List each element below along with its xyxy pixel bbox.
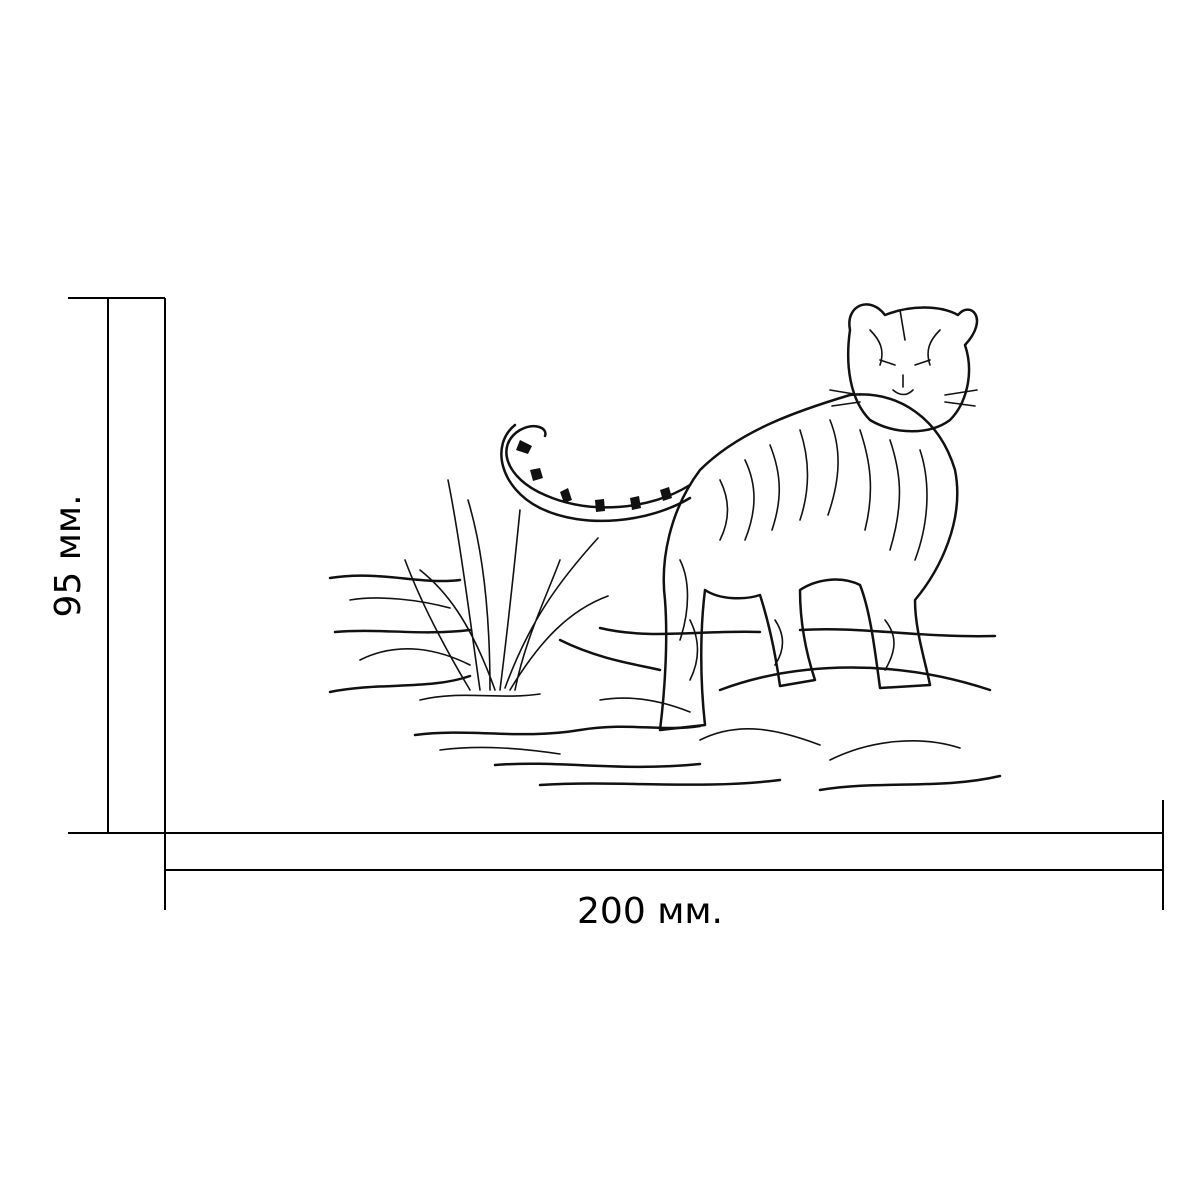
width-dimension: 200 мм. [164, 800, 1164, 932]
width-label: 200 мм. [577, 891, 723, 932]
height-label: 95 мм. [48, 494, 89, 617]
height-dimension: 95 мм. [48, 297, 166, 834]
tiger-illustration [328, 303, 1002, 792]
